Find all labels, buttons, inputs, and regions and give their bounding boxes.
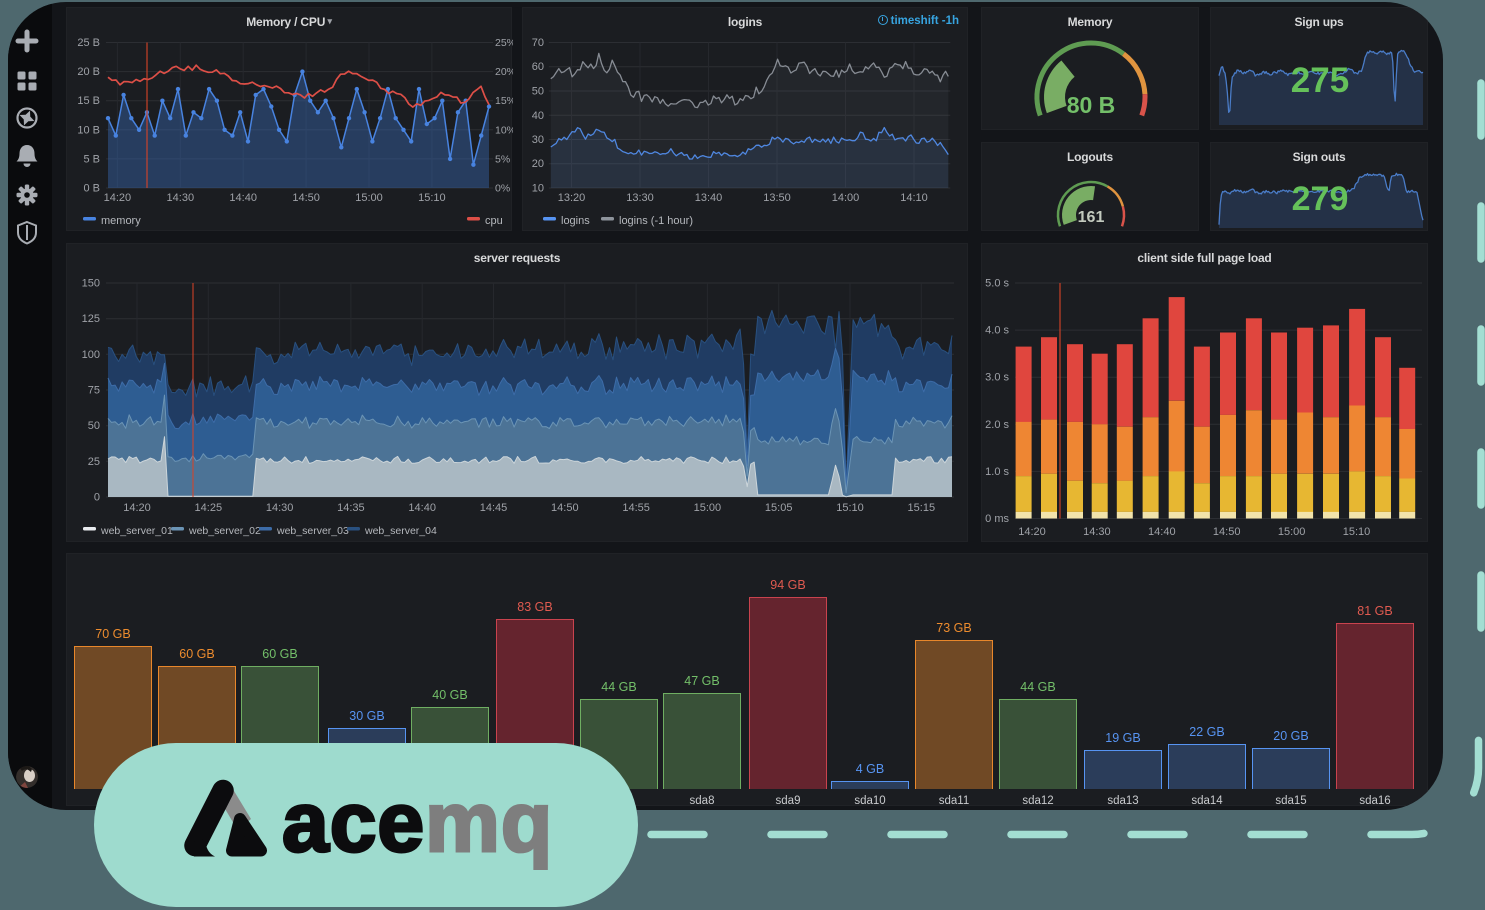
- svg-text:25 B: 25 B: [77, 37, 100, 49]
- svg-text:14:30: 14:30: [1083, 526, 1111, 538]
- svg-text:web_server_04: web_server_04: [364, 525, 437, 537]
- svg-text:20: 20: [532, 158, 544, 170]
- svg-text:14:40: 14:40: [229, 192, 257, 204]
- svg-text:5 B: 5 B: [83, 153, 100, 165]
- svg-text:161: 161: [1078, 209, 1105, 226]
- svg-text:15:00: 15:00: [694, 502, 722, 514]
- svg-text:100: 100: [82, 349, 100, 361]
- svg-text:14:40: 14:40: [1148, 526, 1176, 538]
- svg-text:15:00: 15:00: [355, 192, 383, 204]
- svg-text:14:25: 14:25: [195, 502, 223, 514]
- svg-text:cpu: cpu: [485, 215, 503, 227]
- svg-text:75: 75: [88, 385, 100, 397]
- svg-text:14:55: 14:55: [622, 502, 650, 514]
- svg-text:30: 30: [532, 134, 544, 146]
- svg-text:279: 279: [1292, 180, 1349, 218]
- svg-text:logins (-1 hour): logins (-1 hour): [619, 215, 693, 227]
- svg-text:80 B: 80 B: [1067, 92, 1116, 118]
- svg-text:10: 10: [532, 183, 544, 195]
- svg-text:10%: 10%: [495, 124, 513, 136]
- svg-text:web_server_03: web_server_03: [276, 525, 349, 537]
- svg-text:15:15: 15:15: [908, 502, 936, 514]
- svg-text:2.0 s: 2.0 s: [985, 419, 1009, 431]
- svg-text:275: 275: [1291, 61, 1349, 100]
- svg-text:13:50: 13:50: [763, 192, 791, 204]
- svg-text:25: 25: [88, 456, 100, 468]
- svg-text:15 B: 15 B: [77, 95, 100, 107]
- svg-text:15:00: 15:00: [1278, 526, 1306, 538]
- svg-text:14:30: 14:30: [167, 192, 195, 204]
- svg-text:0: 0: [94, 492, 100, 504]
- svg-text:125: 125: [82, 313, 100, 325]
- svg-text:13:20: 13:20: [558, 192, 586, 204]
- svg-text:60: 60: [532, 61, 544, 73]
- svg-text:14:00: 14:00: [832, 192, 860, 204]
- svg-text:1.0 s: 1.0 s: [985, 466, 1009, 478]
- svg-text:15:10: 15:10: [418, 192, 446, 204]
- svg-text:13:40: 13:40: [695, 192, 723, 204]
- svg-text:20 B: 20 B: [77, 66, 100, 78]
- svg-text:50: 50: [88, 420, 100, 432]
- svg-text:14:20: 14:20: [123, 502, 151, 514]
- svg-text:14:50: 14:50: [1213, 526, 1241, 538]
- svg-text:4.0 s: 4.0 s: [985, 325, 1009, 337]
- svg-text:150: 150: [82, 278, 100, 290]
- svg-text:15%: 15%: [495, 95, 513, 107]
- svg-text:14:35: 14:35: [337, 502, 365, 514]
- svg-text:5%: 5%: [495, 153, 510, 165]
- svg-text:40: 40: [532, 110, 544, 122]
- svg-text:50: 50: [532, 86, 544, 98]
- svg-text:13:30: 13:30: [626, 192, 654, 204]
- svg-text:14:50: 14:50: [292, 192, 320, 204]
- svg-text:15:10: 15:10: [836, 502, 864, 514]
- svg-text:15:05: 15:05: [765, 502, 793, 514]
- svg-text:5.0 s: 5.0 s: [985, 278, 1009, 290]
- svg-text:14:20: 14:20: [104, 192, 132, 204]
- svg-text:14:45: 14:45: [480, 502, 508, 514]
- svg-text:14:30: 14:30: [266, 502, 294, 514]
- svg-text:15:10: 15:10: [1343, 526, 1371, 538]
- svg-text:14:40: 14:40: [408, 502, 436, 514]
- svg-text:3.0 s: 3.0 s: [985, 372, 1009, 384]
- svg-text:0%: 0%: [495, 183, 510, 195]
- svg-text:memory: memory: [101, 215, 141, 227]
- svg-text:web_server_02: web_server_02: [188, 525, 261, 537]
- svg-text:14:10: 14:10: [900, 192, 928, 204]
- svg-text:10 B: 10 B: [77, 124, 100, 136]
- svg-text:25%: 25%: [495, 37, 513, 49]
- svg-text:14:50: 14:50: [551, 502, 579, 514]
- svg-text:web_server_01: web_server_01: [100, 525, 173, 537]
- svg-text:0 ms: 0 ms: [985, 513, 1009, 525]
- svg-text:70: 70: [532, 37, 544, 49]
- svg-text:14:20: 14:20: [1018, 526, 1046, 538]
- svg-text:logins: logins: [561, 215, 590, 227]
- svg-text:20%: 20%: [495, 66, 513, 78]
- svg-text:0 B: 0 B: [83, 183, 100, 195]
